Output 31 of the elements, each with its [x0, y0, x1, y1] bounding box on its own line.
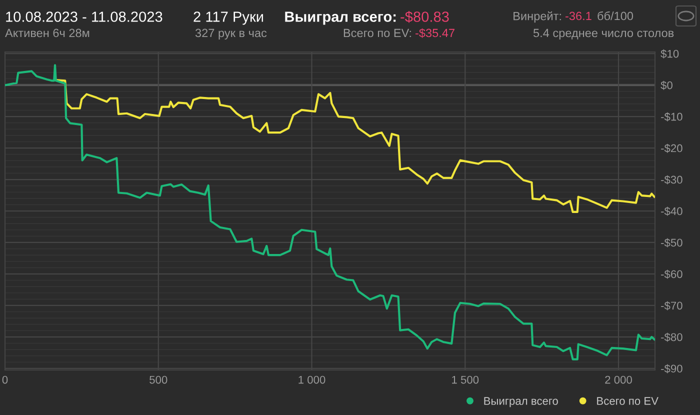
y-tick-label: -$40	[661, 206, 682, 216]
x-tick-label: 0	[2, 376, 8, 384]
y-tick-label: $0	[660, 80, 672, 90]
text: 5.4 среднее число столов	[533, 28, 674, 40]
chart-title: 10.08.2023 - 11.08.2023	[6, 12, 162, 22]
y-tick-label: -$30	[661, 175, 682, 184]
y-tick-label: $10	[660, 49, 679, 58]
text: бб/100	[598, 11, 634, 20]
y-tick-label: -$80	[661, 332, 682, 342]
text: 327 рук в час	[195, 28, 267, 40]
x-tick-label: 1 000	[298, 376, 326, 384]
y-tick-label: -$20	[661, 144, 682, 153]
text: Выиграл всего:	[285, 12, 396, 25]
line-series	[5, 64, 655, 360]
y-tick-label: -$10	[661, 112, 682, 122]
y-tick-label: -$50	[661, 238, 682, 248]
y-tick-label: -$70	[661, 301, 682, 310]
legend-label: Выиграл всего	[484, 397, 558, 408]
text: -$80.83	[400, 10, 449, 23]
text: Всего по EV:	[344, 28, 411, 38]
y-tick-label: -$60	[661, 270, 682, 279]
text: 2 117 Руки	[194, 12, 264, 25]
text: -$35.47	[416, 28, 454, 38]
x-tick-label: 500	[150, 376, 168, 384]
legend-label: Всего по EV	[597, 397, 658, 405]
x-tick-label: 1 500	[452, 376, 479, 384]
text: -36.1	[566, 12, 592, 20]
text: Винрейт:	[514, 11, 561, 23]
y-tick-label: -$90	[661, 364, 682, 374]
x-tick-label: 2 000	[605, 376, 632, 384]
chart-subtitle: Активен 6ч 28м	[5, 28, 90, 38]
